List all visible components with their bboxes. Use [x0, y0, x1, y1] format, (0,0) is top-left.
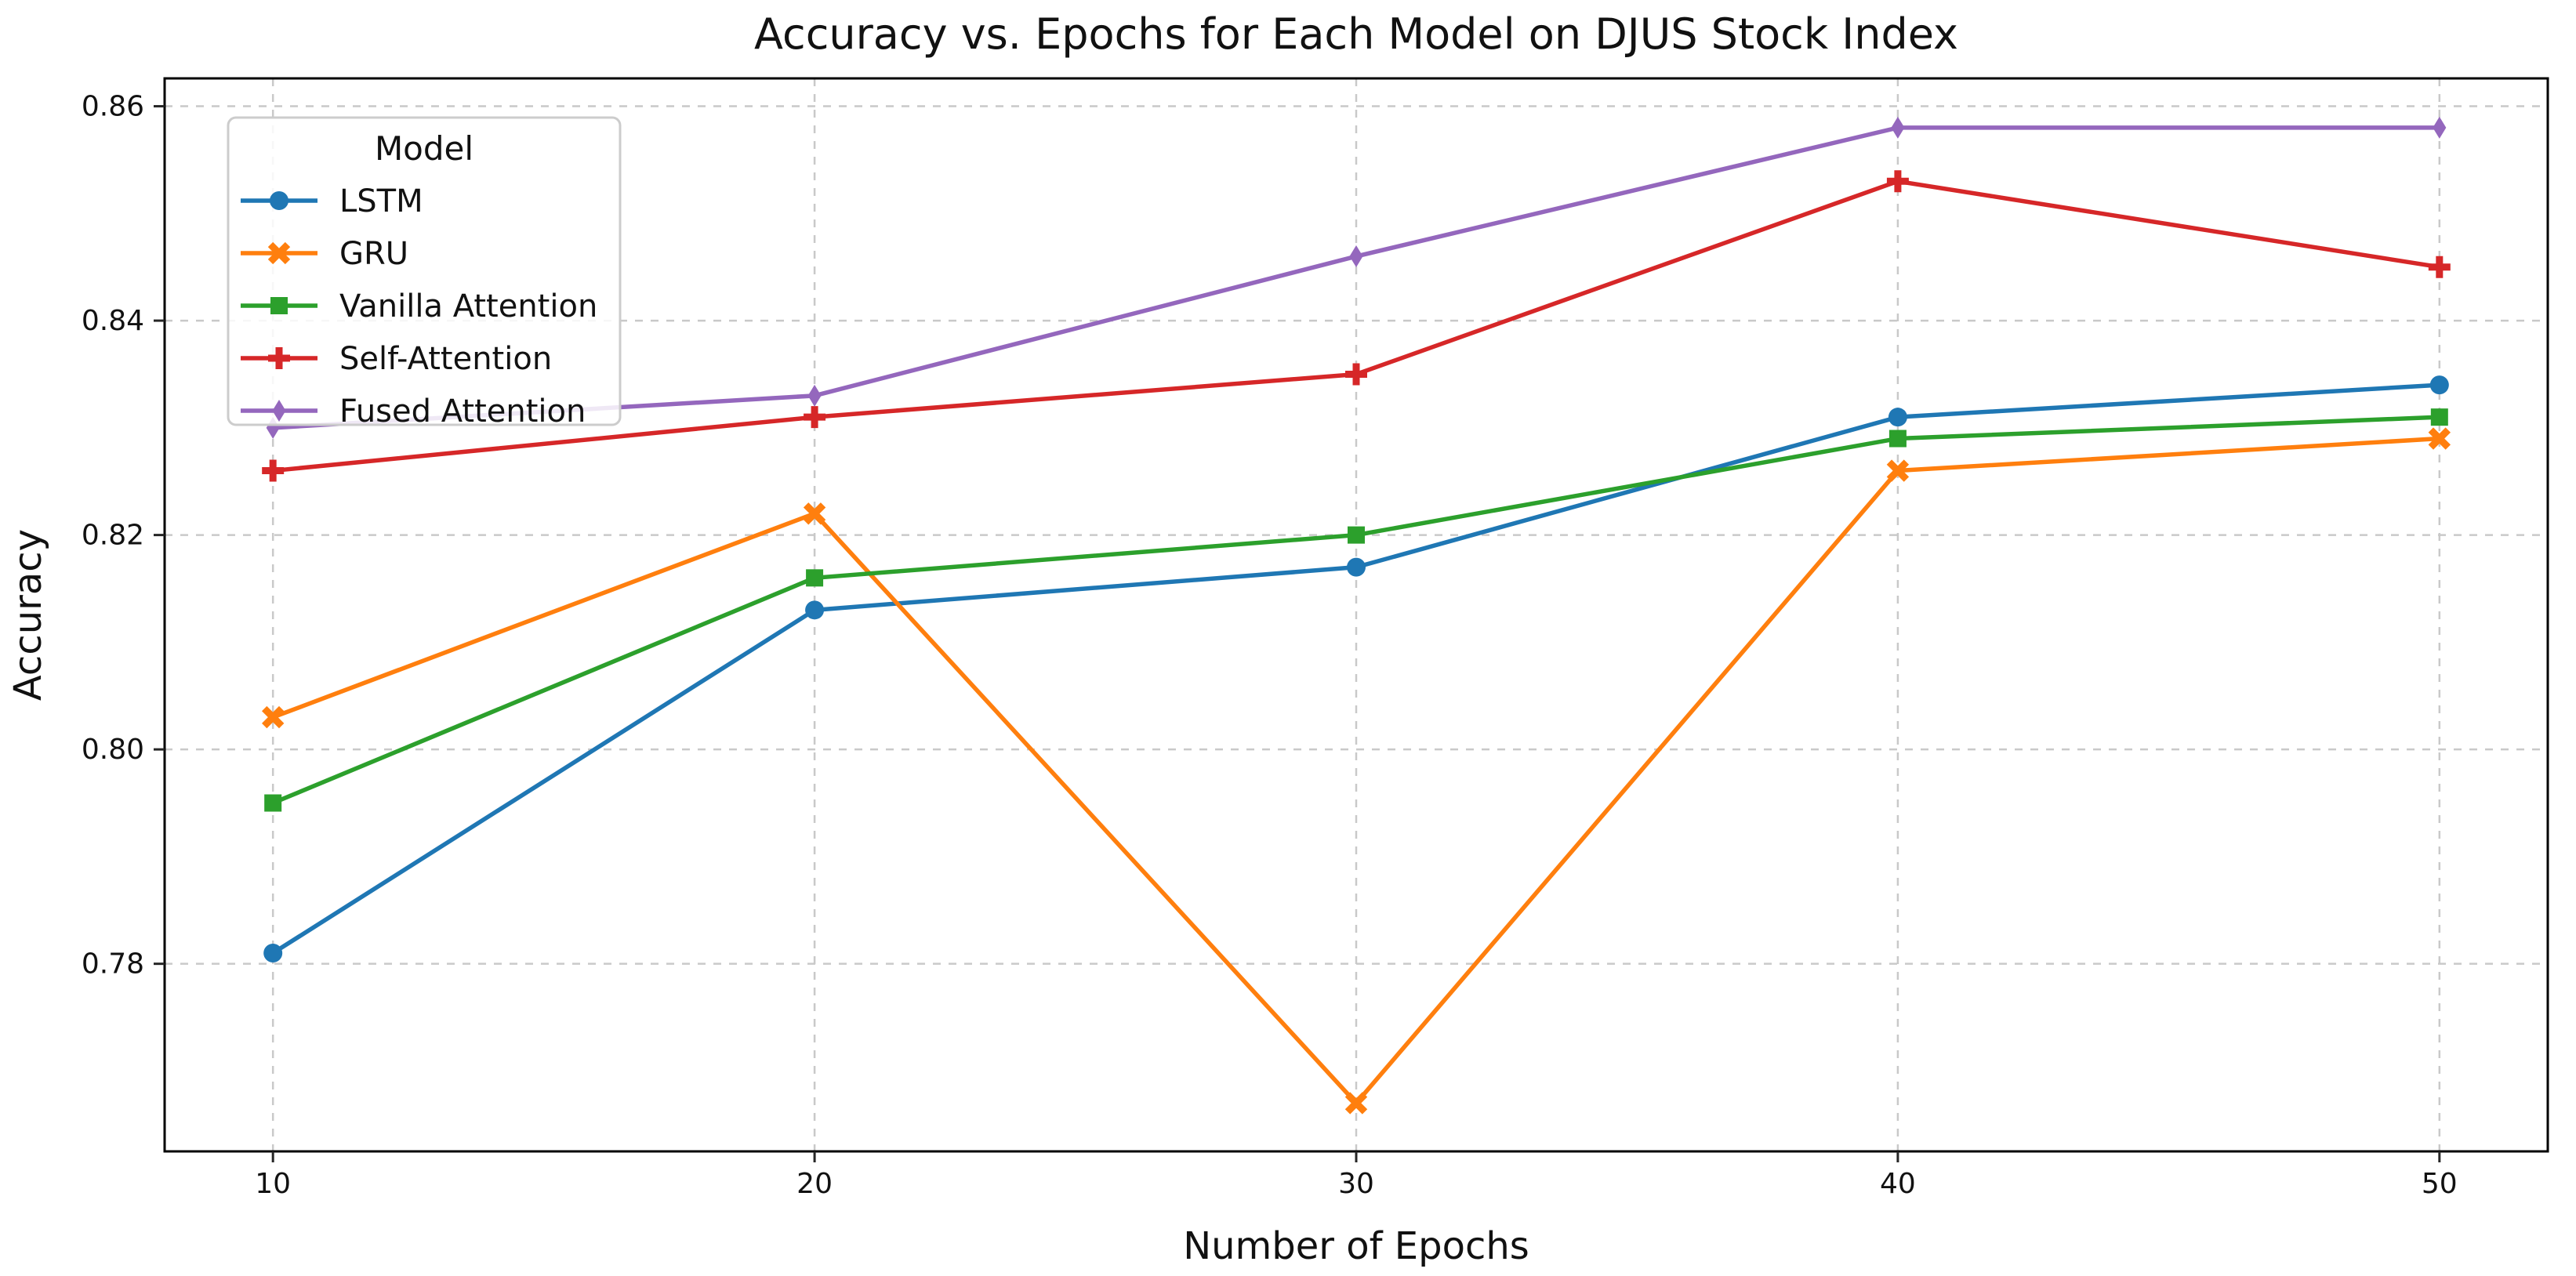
series-lstm-marker [2429, 375, 2449, 395]
series-gru-marker [803, 502, 826, 525]
x-tick-label: 40 [1880, 1168, 1916, 1200]
series-lstm-marker [1888, 408, 1907, 427]
series-fused-attention-marker [2433, 116, 2447, 139]
series-gru-marker [261, 705, 285, 729]
series-gru-marker [2428, 427, 2451, 450]
series-lstm-marker [805, 600, 825, 620]
y-axis-label: Accuracy [6, 529, 50, 701]
legend-gru-marker [267, 241, 291, 265]
x-tick-label: 20 [796, 1168, 833, 1200]
legend-box [227, 116, 622, 426]
series-vanilla-attention-marker [806, 569, 824, 587]
x-tick-label: 10 [255, 1168, 291, 1200]
legend-vanilla-attention-marker [270, 297, 288, 314]
legend-label-self-attention: Self-Attention [339, 341, 552, 377]
series-gru-marker [1886, 459, 1910, 482]
legend-label-vanilla-attention: Vanilla Attention [339, 288, 597, 324]
y-tick-label: 0.84 [82, 305, 144, 337]
x-axis-label: Number of Epochs [1183, 1224, 1529, 1268]
series-fused-attention-marker [1891, 116, 1905, 139]
series-vanilla-attention-marker [2430, 408, 2448, 426]
series-lstm-marker [263, 943, 283, 962]
x-tick-label: 30 [1338, 1168, 1374, 1200]
y-tick-label: 0.80 [82, 734, 144, 766]
legend-lstm-marker [270, 191, 288, 210]
chart-title: Accuracy vs. Epochs for Each Model on DJ… [754, 9, 1958, 59]
series-fused-attention-marker [807, 384, 822, 407]
legend-title: Model [375, 129, 473, 168]
series-vanilla-attention-marker [1888, 430, 1907, 448]
series-vanilla-attention-marker [1348, 526, 1365, 544]
legend-label-fused-attention: Fused Attention [339, 393, 586, 430]
series-fused-attention-marker [1349, 245, 1363, 268]
x-tick-label: 50 [2422, 1168, 2458, 1200]
legend-label-lstm: LSTM [339, 183, 423, 219]
series-lstm-marker [1347, 557, 1366, 577]
legend-label-gru: GRU [339, 236, 408, 272]
series-gru-marker [1344, 1092, 1368, 1115]
y-tick-label: 0.86 [82, 91, 144, 123]
series-vanilla-attention-marker [264, 794, 282, 812]
y-tick-label: 0.82 [82, 520, 144, 552]
legend-fused-attention-marker [272, 400, 286, 422]
y-tick-label: 0.78 [82, 948, 144, 981]
